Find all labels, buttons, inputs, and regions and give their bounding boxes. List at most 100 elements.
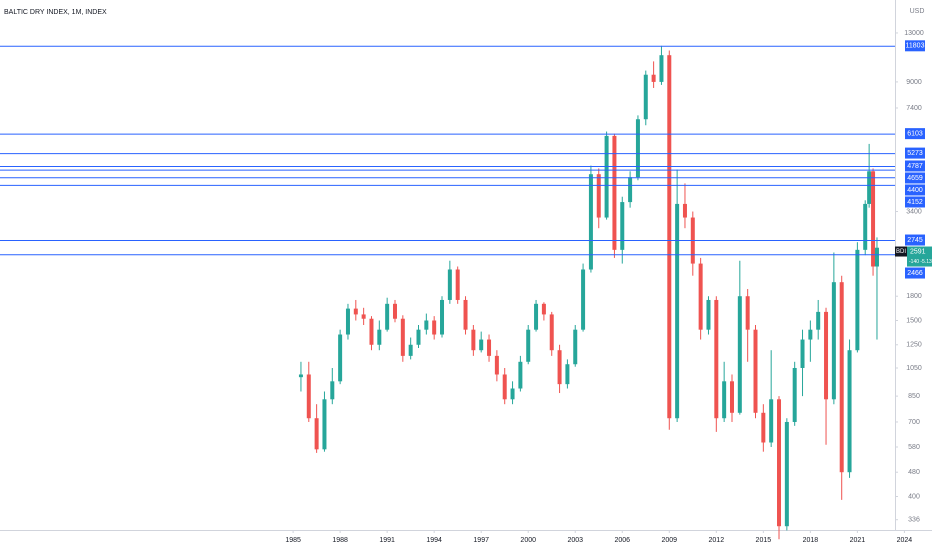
candle-body <box>392 303 397 319</box>
candle-body <box>549 314 554 351</box>
y-tick-label: 480 <box>908 469 920 476</box>
chart-title: BALTIC DRY INDEX, 1M, INDEX <box>4 9 107 16</box>
candle-body <box>510 388 515 400</box>
level-tag <box>905 267 925 279</box>
candle-body <box>847 350 852 473</box>
candle-body <box>871 171 876 267</box>
level-tag <box>905 234 925 246</box>
candle-body <box>816 311 821 330</box>
level-tag-label: 6103 <box>907 130 923 137</box>
x-tick-label: 2018 <box>803 537 819 544</box>
candle-body <box>777 399 782 527</box>
level-tag-label: 11803 <box>906 43 925 50</box>
level-tag-label: 2466 <box>907 270 923 277</box>
candle-body <box>298 374 303 378</box>
candle-body <box>581 269 586 330</box>
x-tick-label: 1991 <box>379 537 395 544</box>
candle-body <box>416 329 421 345</box>
candle-body <box>306 374 311 419</box>
candle-body <box>565 364 570 385</box>
candle-body <box>682 203 687 218</box>
candle-body <box>424 320 429 330</box>
y-tick-label: 850 <box>908 393 920 400</box>
candle-body <box>557 350 562 385</box>
candle-body <box>698 263 703 330</box>
candle-body <box>874 247 879 267</box>
candle-body <box>596 174 601 218</box>
candle-body <box>714 299 719 419</box>
x-tick-label: 1985 <box>285 537 301 544</box>
candle-body <box>447 269 452 300</box>
x-tick-label: 1994 <box>426 537 442 544</box>
y-tick-label: 700 <box>908 419 920 426</box>
level-tag-label: 4787 <box>907 163 923 170</box>
candle-body <box>588 174 593 270</box>
y-tick-label: 13000 <box>904 30 924 37</box>
y-tick-label: 400 <box>908 493 920 500</box>
candle-body <box>659 55 664 82</box>
candle-body <box>604 135 609 218</box>
level-tag-label: 5273 <box>907 150 923 157</box>
candle-body <box>455 269 460 300</box>
candle-body <box>463 299 468 330</box>
candle-body <box>831 282 836 400</box>
candle-body <box>667 55 672 419</box>
level-tag <box>905 196 925 208</box>
candle-body <box>432 320 437 335</box>
last-symbol-tag <box>895 246 907 257</box>
candle-body <box>628 177 633 203</box>
candle-body <box>314 418 319 450</box>
x-tick-label: 2006 <box>614 537 630 544</box>
level-tag <box>905 147 925 159</box>
last-change: -140 -5.13% <box>909 259 932 265</box>
last-symbol: BDI <box>896 249 906 255</box>
candle-body <box>322 399 327 450</box>
level-tag-label: 4400 <box>907 187 923 194</box>
x-tick-label: 2021 <box>850 537 866 544</box>
candle-body <box>737 296 742 413</box>
candle-body <box>761 412 766 443</box>
y-tick-label: 1050 <box>906 365 922 372</box>
candle-body <box>330 381 335 400</box>
last-price: 2591 <box>910 248 926 255</box>
x-tick-label: 2012 <box>709 537 725 544</box>
candle-body <box>494 355 499 375</box>
candle-body <box>502 374 507 400</box>
x-tick-label: 2003 <box>567 537 583 544</box>
candle-body <box>635 119 640 178</box>
x-tick-label: 2024 <box>897 537 913 544</box>
y-tick-label: 1500 <box>906 317 922 324</box>
candle-body <box>400 318 405 356</box>
x-tick-label: 1988 <box>332 537 348 544</box>
x-tick-label: 2000 <box>520 537 536 544</box>
candle-body <box>369 318 374 345</box>
level-tag <box>905 160 925 172</box>
y-tick-label: 1250 <box>906 342 922 349</box>
candle-body <box>408 344 413 356</box>
candle-body <box>792 367 797 422</box>
x-tick-label: 2009 <box>662 537 678 544</box>
candle-body <box>440 299 445 335</box>
candle-body <box>353 308 358 315</box>
y-tick-label: 7400 <box>906 105 922 112</box>
candle-body <box>753 329 758 413</box>
y-tick-label: 336 <box>908 517 920 524</box>
candle-body <box>855 249 860 351</box>
last-price-tag <box>907 246 932 267</box>
candle-body <box>863 203 868 250</box>
candle-body <box>643 74 648 120</box>
y-tick-label: 580 <box>908 444 920 451</box>
candle-body <box>534 303 539 330</box>
candle-body <box>824 311 829 400</box>
level-tag <box>905 40 925 52</box>
candle-body <box>385 303 390 330</box>
candle-body <box>526 329 531 362</box>
candle-body <box>800 339 805 368</box>
price-unit: USD <box>910 8 925 15</box>
level-tag-label: 4152 <box>907 199 923 206</box>
candle-body <box>541 303 546 315</box>
level-tag-label: 4659 <box>907 175 923 182</box>
y-tick-label: 1800 <box>906 293 922 300</box>
y-tick-label: 3400 <box>906 208 922 215</box>
